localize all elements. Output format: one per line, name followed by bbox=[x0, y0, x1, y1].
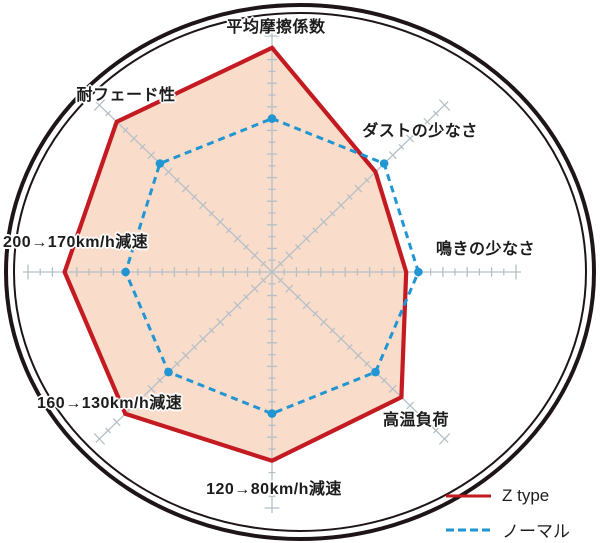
z-type-line-swatch bbox=[446, 494, 491, 498]
normal-polyline bbox=[124, 116, 420, 416]
axis-label-0: 平均摩擦係数 bbox=[226, 19, 326, 36]
normal-vertex-dot bbox=[267, 409, 277, 418]
legend-label-z-type: Z type bbox=[502, 486, 550, 505]
legend-item-normal: ノーマル bbox=[446, 517, 570, 542]
z-type-area bbox=[64, 47, 407, 461]
normal-vertex-dot bbox=[164, 367, 173, 377]
normal-vertex-dot bbox=[267, 114, 277, 123]
normal-dashed-line-swatch bbox=[446, 528, 491, 531]
normal-vertex-dot bbox=[155, 159, 165, 168]
normal-vertex-dot bbox=[379, 159, 389, 168]
outer-ring bbox=[4, 3, 596, 541]
normal-vertex-dots bbox=[121, 114, 423, 418]
axis-label-4: 120→80km/h減速 bbox=[206, 481, 342, 498]
axis-label-2: 鳴きの少なさ bbox=[436, 241, 536, 258]
legend-item-z-type: Z type bbox=[446, 486, 570, 506]
z-type-outline bbox=[62, 45, 409, 464]
axis-label-7: 耐フェード性 bbox=[76, 87, 176, 104]
legend-label-normal: ノーマル bbox=[502, 522, 570, 541]
axis-label-1: ダストの少なさ bbox=[362, 123, 478, 140]
axis-label-5: 160→130km/h減速 bbox=[37, 395, 183, 412]
outer-ring-group bbox=[4, 3, 596, 541]
axis-label-3: 高温負荷 bbox=[383, 412, 450, 429]
axis-label-6: 200→170km/h減速 bbox=[3, 234, 149, 251]
axis-grid bbox=[23, 31, 521, 513]
legend: Z type ノーマル bbox=[446, 486, 570, 542]
inner-ring bbox=[13, 12, 587, 532]
normal-vertex-dot bbox=[121, 267, 130, 277]
normal-vertex-dot bbox=[414, 267, 423, 277]
normal-vertex-dot bbox=[371, 367, 380, 377]
